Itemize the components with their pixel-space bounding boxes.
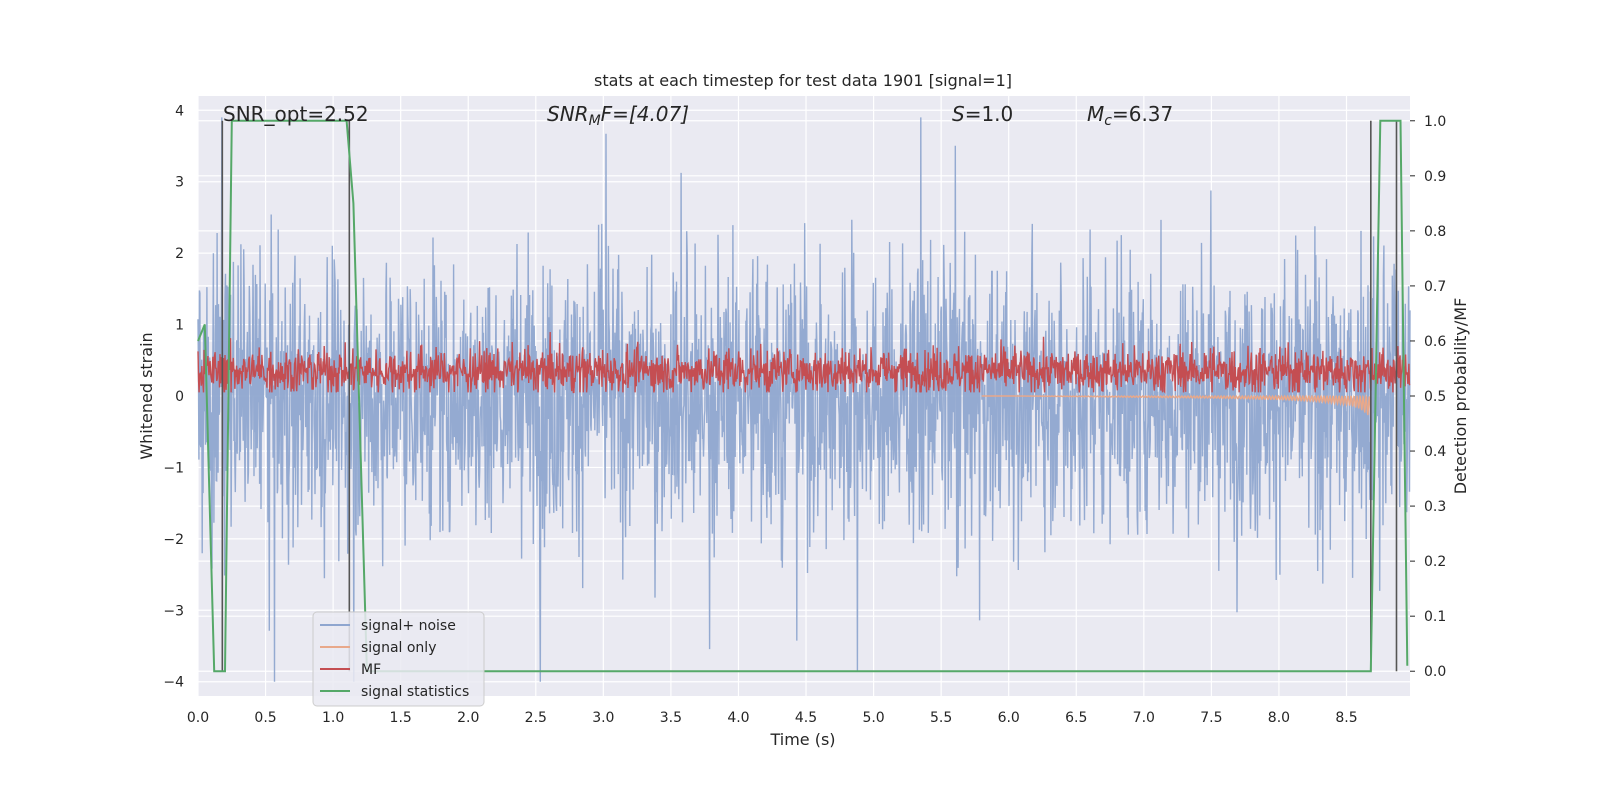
legend-label-signal-noise: signal+ noise <box>361 618 456 634</box>
y-tick-label: 4 <box>175 103 184 119</box>
x-tick-label: 8.0 <box>1268 710 1290 726</box>
series-signal-statistics <box>197 119 1409 673</box>
legend-label-signal-only: signal only <box>361 640 436 656</box>
annotation-s-rest: =1.0 <box>965 102 1014 126</box>
annotation-mc: Mc=6.37 <box>1087 102 1173 129</box>
x-tick-label: 7.0 <box>1133 710 1155 726</box>
y2-tick-label: 0.4 <box>1424 444 1446 460</box>
vertical-lines <box>221 120 1398 672</box>
x-tick-label: 2.0 <box>457 710 479 726</box>
y-tick-label: −2 <box>163 532 184 548</box>
x-axis-label: Time (s) <box>769 730 835 749</box>
annotation-mc-sub: c <box>1104 113 1112 129</box>
signal-noise-line <box>197 117 1411 682</box>
y-tick-label: −1 <box>163 460 184 476</box>
x-tick-label: 3.0 <box>592 710 614 726</box>
y2-axis-label: Detection probability/MF <box>1451 298 1470 495</box>
y-tick-label: −4 <box>163 675 184 691</box>
x-tick-label: 5.5 <box>930 710 952 726</box>
y2-tick-label: 0.6 <box>1424 334 1446 350</box>
x-tick-label: 2.5 <box>525 710 547 726</box>
y2-tick-label: 0.3 <box>1424 499 1446 515</box>
x-tick-label: 4.5 <box>795 710 817 726</box>
annotation-snr-mf-rest: F=[4.07] <box>601 102 689 126</box>
x-tick-label: 0.0 <box>187 710 209 726</box>
x-tick-label: 8.5 <box>1335 710 1357 726</box>
mf-line <box>197 331 1411 394</box>
y2-tick-label: 0.7 <box>1424 279 1446 295</box>
series-mf <box>197 331 1411 394</box>
y2-tick-label: 0.5 <box>1424 389 1446 405</box>
x-tick-label: 0.5 <box>254 710 276 726</box>
x-tick-label: 6.5 <box>1065 710 1087 726</box>
x-tick-label: 1.5 <box>390 710 412 726</box>
y2-tick-label: 0.1 <box>1424 609 1446 625</box>
x-tick-label: 3.5 <box>660 710 682 726</box>
annotation-s: S=1.0 <box>952 102 1013 126</box>
y2-tick-label: 0.8 <box>1424 224 1446 240</box>
y-tick-label: 0 <box>175 389 184 405</box>
annotation-mc-var: M <box>1087 102 1104 126</box>
y-tick-label: 3 <box>175 175 184 191</box>
annotation-snr-mf-base: SNR <box>547 102 589 126</box>
x-tick-label: 5.0 <box>862 710 884 726</box>
legend-label-mf: MF <box>361 662 381 678</box>
annotation-mc-rest: =6.37 <box>1112 102 1173 126</box>
y2-tick-label: 0.0 <box>1424 664 1446 680</box>
legend: signal+ noise signal only MF signal stat… <box>312 611 485 707</box>
series-signal-noise <box>197 117 1411 682</box>
y-tick-label: −3 <box>163 603 184 619</box>
y-axis-label: Whitened strain <box>137 332 156 459</box>
y-tick-label: 1 <box>175 318 184 334</box>
annotation-snr-mf: SNRMF=[4.07] <box>547 102 689 129</box>
legend-box <box>312 611 485 707</box>
annotation-snr-mf-sub: M <box>589 113 601 129</box>
x-tick-label: 6.0 <box>998 710 1020 726</box>
y2-tick-label: 0.9 <box>1424 169 1446 185</box>
annotation-s-var: S <box>952 102 965 126</box>
tick-labels: 0.0 0.5 1.0 1.5 2.0 2.5 3.0 3.5 4.0 4.5 5.0 5.5 6.0 6… <box>163 103 1446 726</box>
y-tick-label: 2 <box>175 246 184 262</box>
x-tick-label: 7.5 <box>1200 710 1222 726</box>
x-tick-label: 1.0 <box>322 710 344 726</box>
series-signal-only <box>981 393 1372 418</box>
signal-statistics-line <box>197 119 1409 673</box>
y2-tick-label: 1.0 <box>1424 114 1446 130</box>
chart-title: stats at each timestep for test data 190… <box>594 71 1012 90</box>
signal-only-line <box>981 393 1372 418</box>
x-tick-label: 4.0 <box>727 710 749 726</box>
legend-label-signal-statistics: signal statistics <box>361 684 469 700</box>
annotation-snr-opt: SNR_opt=2.52 <box>223 102 369 126</box>
y2-tick-label: 0.2 <box>1424 554 1446 570</box>
